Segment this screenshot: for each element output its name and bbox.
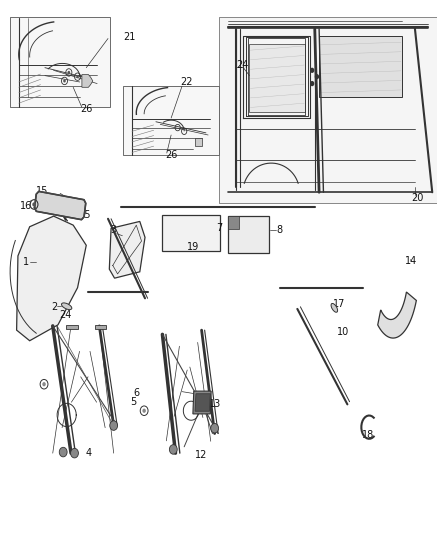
Polygon shape — [228, 216, 269, 253]
Text: 26: 26 — [80, 104, 92, 114]
Text: 3: 3 — [111, 225, 117, 236]
Text: 24: 24 — [60, 310, 72, 320]
Polygon shape — [219, 17, 437, 203]
Polygon shape — [95, 325, 106, 329]
Circle shape — [110, 421, 117, 430]
Circle shape — [315, 74, 319, 79]
Polygon shape — [193, 391, 211, 414]
Circle shape — [71, 448, 78, 458]
Polygon shape — [10, 17, 110, 108]
Text: 4: 4 — [85, 448, 92, 458]
Circle shape — [142, 409, 146, 413]
Polygon shape — [195, 138, 201, 146]
Text: 8: 8 — [277, 225, 283, 236]
Text: 6: 6 — [133, 388, 139, 398]
Polygon shape — [319, 36, 402, 97]
Circle shape — [32, 203, 36, 207]
Text: 25: 25 — [78, 209, 90, 220]
Circle shape — [67, 71, 70, 74]
Text: 21: 21 — [124, 32, 136, 42]
Text: 18: 18 — [362, 430, 374, 440]
Ellipse shape — [61, 303, 72, 310]
Polygon shape — [250, 44, 305, 112]
Polygon shape — [162, 215, 220, 251]
Circle shape — [76, 75, 79, 78]
Polygon shape — [66, 325, 78, 329]
Text: 22: 22 — [180, 77, 193, 87]
Polygon shape — [82, 75, 93, 87]
Text: 10: 10 — [337, 327, 349, 337]
Text: 5: 5 — [130, 397, 136, 407]
Circle shape — [59, 447, 67, 457]
Polygon shape — [378, 292, 417, 338]
Circle shape — [42, 382, 46, 386]
Circle shape — [63, 79, 66, 83]
Text: 2: 2 — [51, 302, 58, 312]
Text: 17: 17 — [332, 298, 345, 309]
Text: 12: 12 — [195, 450, 208, 461]
Text: 7: 7 — [216, 223, 222, 233]
Polygon shape — [195, 394, 210, 411]
Text: 1: 1 — [23, 257, 29, 267]
Text: 19: 19 — [187, 243, 199, 253]
Ellipse shape — [331, 303, 338, 312]
Text: 24: 24 — [237, 60, 249, 70]
Polygon shape — [35, 191, 86, 220]
Circle shape — [310, 68, 314, 73]
Polygon shape — [123, 86, 219, 155]
Polygon shape — [17, 216, 86, 341]
Text: 15: 15 — [35, 186, 48, 196]
Text: 14: 14 — [405, 256, 417, 266]
Text: 16: 16 — [20, 200, 32, 211]
Circle shape — [211, 423, 219, 433]
Circle shape — [170, 445, 177, 454]
Text: 26: 26 — [165, 150, 177, 160]
Polygon shape — [110, 221, 145, 278]
Circle shape — [310, 81, 314, 86]
Text: 13: 13 — [208, 399, 221, 409]
Text: 20: 20 — [411, 192, 423, 203]
Polygon shape — [228, 216, 239, 229]
